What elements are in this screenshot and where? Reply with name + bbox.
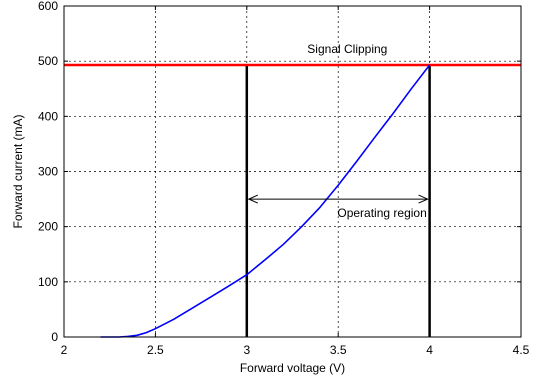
grid-lines bbox=[64, 6, 521, 337]
marker-lines bbox=[64, 63, 521, 337]
y-tick-label: 400 bbox=[38, 109, 58, 123]
x-tick-label: 4.5 bbox=[513, 343, 530, 357]
y-tick-label: 100 bbox=[38, 275, 58, 289]
x-tick-label: 2.5 bbox=[147, 343, 164, 357]
y-tick-label: 500 bbox=[38, 54, 58, 68]
y-axis-label: Forward current (mA) bbox=[11, 114, 25, 228]
plot-frame bbox=[63, 5, 522, 338]
x-tick-label: 2 bbox=[61, 343, 68, 357]
signal-clipping-label: Signal Clipping bbox=[307, 42, 387, 56]
y-tick-label: 300 bbox=[38, 165, 58, 179]
operating-region-label: Operating region bbox=[337, 206, 426, 220]
x-tick-label: 3.5 bbox=[330, 343, 347, 357]
x-tick-label: 3 bbox=[243, 343, 250, 357]
arrow-head-left-icon bbox=[247, 194, 259, 204]
series-layer bbox=[100, 64, 431, 338]
annotations: Signal Clipping Operating region bbox=[247, 42, 429, 220]
arrow-head-right-icon bbox=[418, 194, 429, 204]
y-tick-label: 200 bbox=[38, 220, 58, 234]
x-axis-label: Forward voltage (V) bbox=[240, 361, 345, 375]
x-tick-label: 4 bbox=[426, 343, 433, 357]
tick-labels: 2 2.5 3 3.5 4 4.5 0 100 200 300 400 500 600 bbox=[38, 0, 530, 357]
y-tick-label: 600 bbox=[38, 0, 58, 13]
forward-current-curve bbox=[100, 64, 431, 338]
y-tick-label: 0 bbox=[51, 330, 58, 344]
